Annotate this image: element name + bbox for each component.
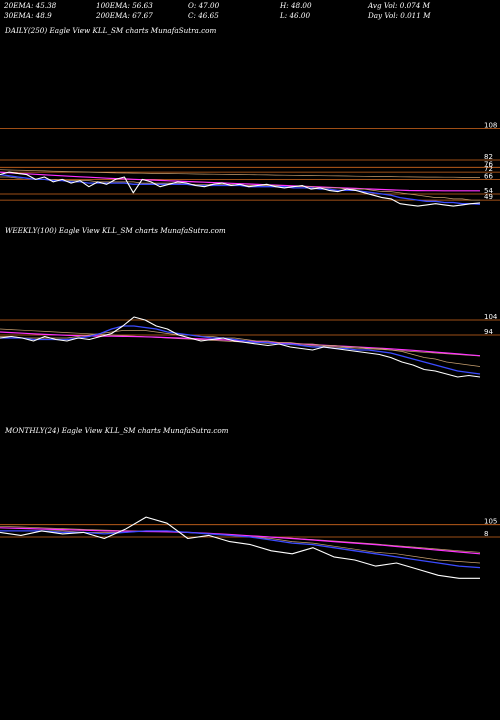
level-label: 8 [484, 530, 488, 538]
level-label: 104 [484, 313, 498, 321]
ema-slow-line [0, 169, 480, 178]
stat-high: H: 48.00 [280, 1, 312, 10]
weekly-chart: 104 94 [0, 313, 500, 378]
weekly-title: WEEKLY(100) Eagle View KLL_SM charts Mun… [5, 226, 226, 235]
ema-long-line [0, 331, 481, 357]
ema-long-line [0, 527, 481, 555]
monthly-title: MONTHLY(24) Eagle View KLL_SM charts Mun… [5, 426, 229, 435]
stat-avg-vol: Avg Vol: 0.074 M [368, 1, 430, 10]
stat-100ema: 100EMA: 56.63 [96, 1, 153, 10]
price-line [0, 516, 480, 579]
level-label: 72 [484, 165, 493, 173]
weekly-panel: WEEKLY(100) Eagle View KLL_SM charts Mun… [0, 226, 500, 426]
ema-long-line [0, 171, 480, 192]
daily-title: DAILY(250) Eagle View KLL_SM charts Muna… [5, 26, 217, 35]
stat-30ema: 30EMA: 48.9 [4, 11, 52, 20]
level-label: 54 [484, 187, 493, 195]
stat-close: C: 46.65 [188, 11, 219, 20]
ema-short-line [0, 530, 481, 569]
monthly-panel: MONTHLY(24) Eagle View KLL_SM charts Mun… [0, 426, 500, 626]
stat-200ema: 200EMA: 67.67 [96, 11, 153, 20]
level-label: 49 [484, 193, 493, 201]
ema-short-line [0, 173, 481, 206]
stats-header: 20EMA: 45.38 100EMA: 56.63 O: 47.00 H: 4… [4, 1, 496, 21]
price-line [0, 171, 481, 207]
stat-low: L: 46.00 [280, 11, 311, 20]
daily-panel: DAILY(250) Eagle View KLL_SM charts Muna… [0, 26, 500, 226]
stat-day-vol: Day Vol: 0.011 M [368, 11, 431, 20]
level-label: 105 [484, 518, 497, 526]
level-label: 94 [484, 328, 493, 336]
level-label: 82 [484, 153, 493, 161]
level-label: 76 [484, 160, 493, 168]
level-label: 108 [484, 121, 497, 129]
ema-medium-line [0, 330, 481, 367]
monthly-chart: 105 8 [0, 516, 500, 579]
level-label: 66 [484, 172, 493, 180]
price-line [0, 316, 481, 378]
ema-medium-line [0, 176, 481, 201]
stat-20ema: 20EMA: 45.38 [4, 1, 57, 10]
stat-open: O: 47.00 [188, 1, 220, 10]
ema-slow-line [0, 328, 481, 357]
